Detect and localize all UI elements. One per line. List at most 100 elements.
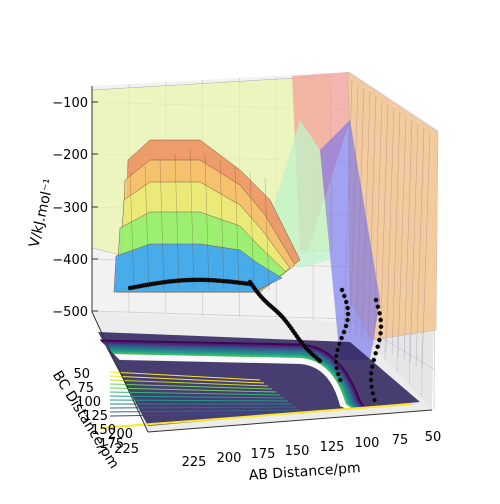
y-tick-label: 150 [91,423,116,438]
trajectory-point [339,287,345,293]
trajectory-point [372,397,377,403]
contour-line [109,409,301,413]
contour-line [109,399,289,402]
trajectory-point [375,344,381,350]
trajectory-point [378,330,383,336]
trajectory-point [378,324,384,330]
trajectory-point [370,390,376,396]
surface-mesh-line [204,153,210,291]
contour-line [109,375,265,384]
trajectory-point [371,357,377,363]
x-tick-label: 75 [392,433,409,448]
surface-mesh-line [219,159,225,291]
trajectory-point [377,337,382,343]
x-tick-label: 50 [425,430,442,445]
trajectory-point [345,311,351,317]
surface-mesh-line [367,95,377,343]
surface-mesh-line [343,79,353,331]
contour-line [109,371,261,381]
contour-line [109,395,285,399]
x-tick-label: 150 [285,444,310,459]
x-axis-line [147,409,433,433]
z-tick-label: −400 [52,253,88,268]
trajectory-point [369,364,375,370]
y-axis-line [91,311,149,433]
contour-line [109,412,305,417]
trajectory-point [335,371,341,377]
surface-mesh-line [397,115,407,358]
surface-mesh-line [373,99,383,346]
x-tick-labels: 225 200 175 150 125 100 75 50 [182,430,442,470]
trajectory-point [377,310,382,316]
surface-mesh-line [403,119,413,361]
x-axis-label: AB Distance/pm [248,460,361,484]
z-tick-labels: −100 −200 −300 −400 −500 [52,96,88,320]
trajectory-point [317,358,323,364]
x-tick-label: 100 [355,436,380,451]
z-tick-label: −300 [52,201,88,216]
trajectory-point [375,304,381,310]
trajectory-point [336,341,342,347]
trajectory [127,277,384,403]
y-tick-label: 175 [99,437,124,452]
trajectory-point [339,335,344,341]
potential-surface [91,71,439,370]
surface-band [113,243,283,293]
surface-mesh-line [415,127,425,367]
trajectory-point [341,329,347,335]
x-tick-label: 175 [251,447,276,462]
contour-edge [99,403,413,429]
y-tick-label: 200 [108,427,133,442]
trajectory-point [373,350,379,356]
y-tick-label: 100 [76,395,101,410]
contour-line [109,391,281,396]
x-tick-label: 225 [182,455,207,470]
y-tick-labels: 50 75 100 125 150 175 200 225 [73,367,139,457]
surface-mesh-line [234,165,240,291]
trajectory-point [341,293,347,299]
z-tick-label: −100 [52,96,88,111]
trajectory-point [373,297,379,303]
trajectory-point [334,365,340,371]
trajectory-point [333,359,339,365]
x-tick-label: 125 [320,440,345,455]
surface-mesh-line [129,171,135,291]
trajectory-point [369,384,374,390]
z-tick-label: −500 [52,305,88,320]
surface-valley-blue [320,120,380,360]
surface-mesh-line [159,159,165,291]
trajectory-point [335,347,340,353]
surface-mesh-line [144,165,150,291]
trajectory-point [345,305,350,311]
contour-line [109,387,277,393]
surface-mesh-line [379,103,389,349]
surface-mesh-line [391,111,401,355]
surface-mesh-line [409,123,419,364]
y-tick-label: 75 [77,381,94,396]
surface-mesh-line [174,153,180,291]
grid-line [91,310,351,320]
z-tick-label: −200 [52,148,88,163]
contour-line [109,379,269,387]
x-tick-label: 200 [217,451,242,466]
y-tick-label: 125 [83,409,108,424]
surface-mesh-line [421,131,431,370]
trajectory-point [343,299,349,305]
y-tick-label: 225 [114,442,139,457]
trajectory-point [368,370,374,376]
z-tick-marks [92,101,98,312]
surface-mesh-line [349,83,359,334]
surface-mesh-line [249,171,255,291]
surface-mesh-line [264,177,270,291]
contour-line [119,359,346,409]
trajectory-point [333,353,339,359]
trajectory-point [345,317,350,323]
trajectory-point [337,377,343,383]
surface-mesh-line [189,147,195,291]
trajectory-point [378,317,384,323]
surface-mesh-line [355,87,365,337]
y-tick-label: 50 [73,367,90,382]
surface-mesh-line [385,107,395,352]
